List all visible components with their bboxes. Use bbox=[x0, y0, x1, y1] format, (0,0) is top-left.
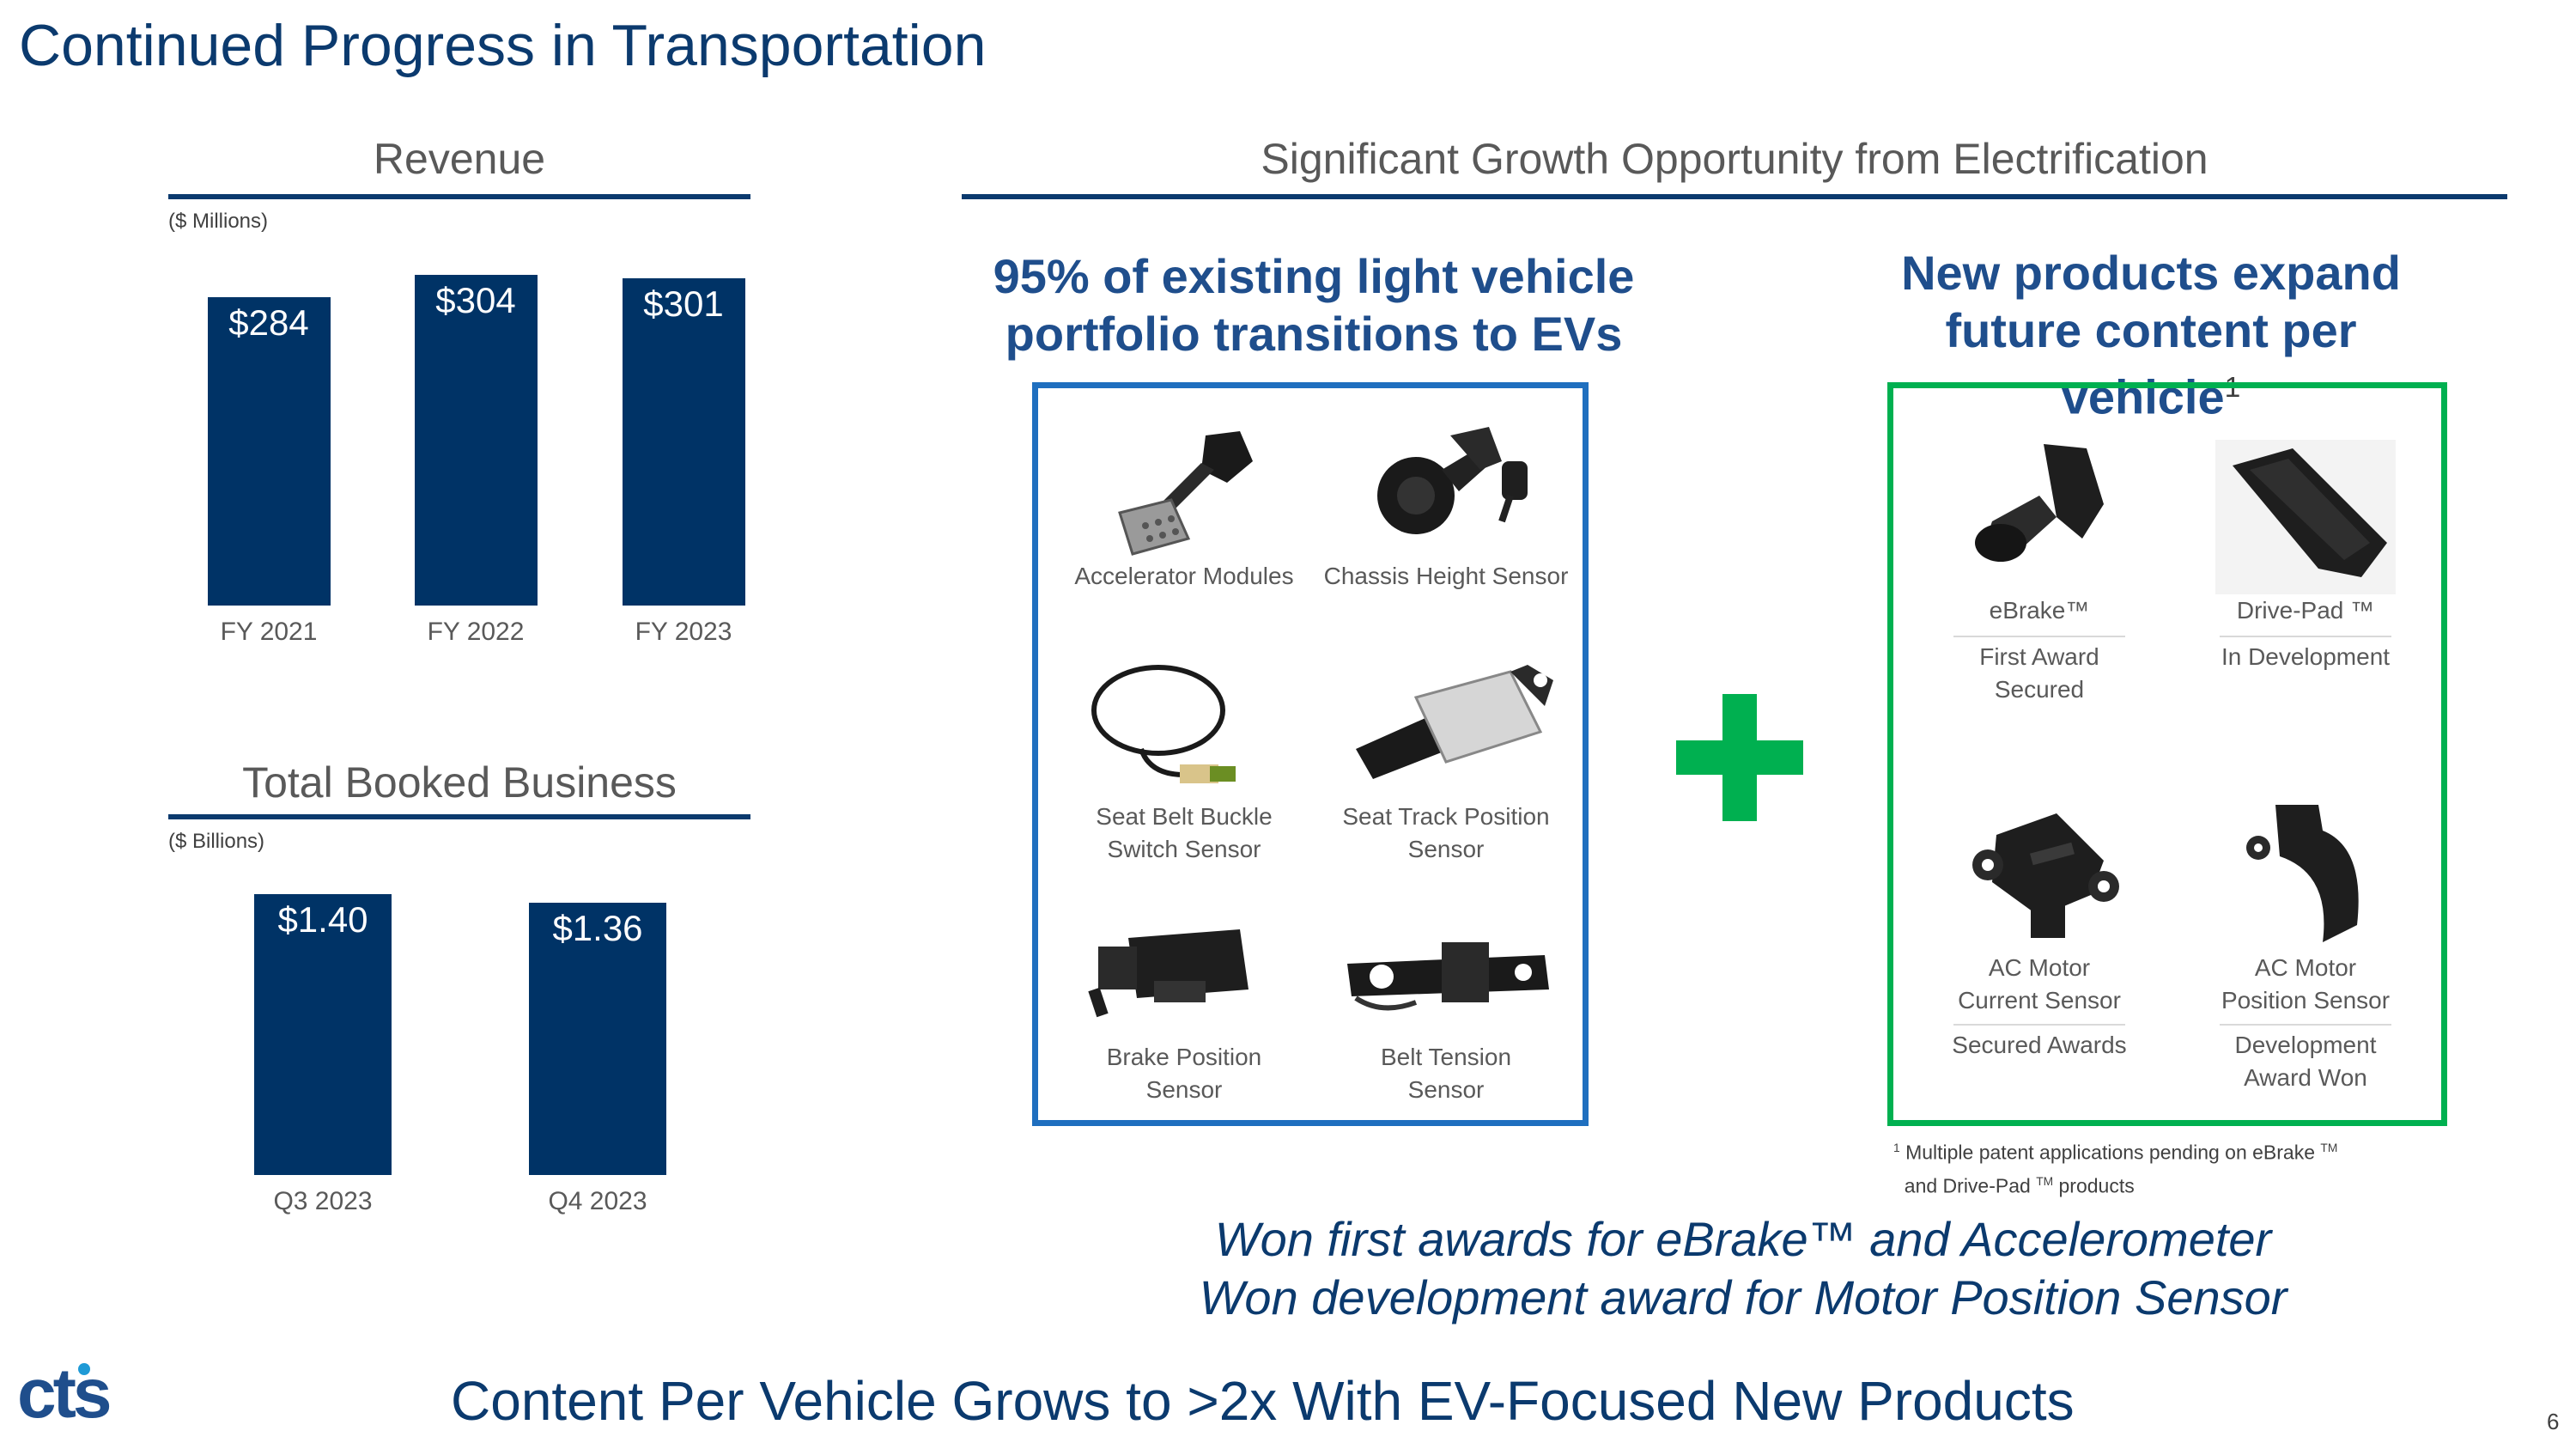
drive-pad-image bbox=[2215, 440, 2396, 594]
cts-logo: cts bbox=[17, 1355, 155, 1433]
product-label-chassis: Chassis Height Sensor bbox=[1323, 563, 1569, 589]
plus-icon bbox=[1676, 694, 1803, 821]
bar-value-label: $284 bbox=[228, 301, 309, 343]
product-label-belt-tension: Belt Tension Sensor bbox=[1380, 1044, 1512, 1103]
new-product-status-ebrake: First Award Secured bbox=[1979, 643, 2099, 703]
chart-bar bbox=[414, 275, 538, 606]
growth-rule bbox=[962, 194, 2507, 199]
chart-bar bbox=[207, 296, 331, 606]
bar-value-label: $1.36 bbox=[552, 907, 643, 948]
new-products-box: eBrake™ First Award Secured Drive-Pad ™ I… bbox=[1887, 382, 2447, 1126]
new-product-name-ac-position: AC Motor Position Sensor bbox=[2221, 954, 2391, 1014]
bar-value-label: $1.40 bbox=[277, 899, 368, 941]
bar-value-label: $304 bbox=[435, 280, 516, 321]
ebrake-image bbox=[1962, 435, 2117, 581]
new-product-name-drive-pad: Drive-Pad ™ bbox=[2236, 597, 2375, 624]
new-products-heading: New products expand future content per v… bbox=[1901, 246, 2401, 424]
new-product-name-ac-current: AC Motor Current Sensor bbox=[1958, 954, 2121, 1014]
revenue-chart: $284 FY 2021 $304 FY 2022 $301 FY 2023 bbox=[168, 258, 750, 653]
divider bbox=[2220, 1024, 2391, 1026]
existing-portfolio-heading: 95% of existing light vehicle portfolio … bbox=[993, 249, 1635, 361]
product-label-seat-belt: Seat Belt Buckle Switch Sensor bbox=[1096, 803, 1273, 862]
revenue-unit: ($ Millions) bbox=[168, 210, 269, 233]
chassis-height-sensor-image bbox=[1339, 410, 1562, 564]
page-number: 6 bbox=[2547, 1409, 2560, 1434]
axis-category-label: FY 2022 bbox=[427, 618, 525, 646]
booked-chart: $1.40 Q3 2023 $1.36 Q4 2023 bbox=[168, 876, 750, 1220]
axis-category-label: FY 2021 bbox=[220, 618, 318, 646]
booked-title: Total Booked Business bbox=[242, 758, 677, 807]
accelerator-module-image bbox=[1077, 410, 1266, 564]
seat-track-sensor-image bbox=[1339, 646, 1562, 801]
product-label-seat-track: Seat Track Position Sensor bbox=[1342, 803, 1550, 862]
revenue-title: Revenue bbox=[373, 135, 546, 183]
page-title: Continued Progress in Transportation bbox=[19, 13, 987, 78]
new-product-status-drive-pad: In Development bbox=[2221, 643, 2391, 670]
belt-tension-sensor-image bbox=[1330, 895, 1571, 1050]
product-label-accelerator: Accelerator Modules bbox=[1074, 563, 1294, 589]
booked-rule bbox=[168, 814, 750, 819]
chart-bar bbox=[254, 894, 392, 1175]
new-product-name-ebrake: eBrake™ bbox=[1989, 597, 2090, 624]
axis-category-label: Q3 2023 bbox=[273, 1187, 373, 1215]
awards-line-1: Won first awards for eBrake™ and Acceler… bbox=[1214, 1212, 2272, 1266]
ac-motor-current-sensor-image bbox=[1962, 801, 2125, 947]
awards-line-2: Won development award for Motor Position… bbox=[1199, 1270, 2287, 1324]
bar-value-label: $301 bbox=[643, 283, 724, 325]
divider bbox=[1953, 1024, 2125, 1026]
svg-text:cts: cts bbox=[17, 1359, 110, 1428]
axis-category-label: Q4 2023 bbox=[548, 1187, 647, 1215]
new-product-status-ac-position: Development Award Won bbox=[2234, 1032, 2377, 1091]
axis-category-label: FY 2023 bbox=[635, 618, 732, 646]
footer-tagline: Content Per Vehicle Grows to >2x With EV… bbox=[451, 1370, 2075, 1432]
existing-products-box: Accelerator Modules Chassis Height Senso… bbox=[1032, 382, 1589, 1126]
divider bbox=[1953, 636, 2125, 637]
chart-bar bbox=[529, 902, 666, 1175]
ac-motor-position-sensor-image bbox=[2228, 796, 2383, 951]
growth-title: Significant Growth Opportunity from Elec… bbox=[1261, 135, 2208, 183]
footnote: 1 Multiple patent applications pending o… bbox=[1893, 1141, 2338, 1197]
product-label-brake: Brake Position Sensor bbox=[1106, 1044, 1262, 1103]
new-product-status-ac-current: Secured Awards bbox=[1952, 1032, 2127, 1058]
divider bbox=[2220, 636, 2391, 637]
booked-unit: ($ Billions) bbox=[168, 830, 265, 853]
revenue-rule bbox=[168, 194, 750, 199]
chart-bar bbox=[622, 278, 745, 606]
brake-position-sensor-image bbox=[1077, 895, 1283, 1050]
seat-belt-buckle-sensor-image bbox=[1081, 646, 1253, 801]
